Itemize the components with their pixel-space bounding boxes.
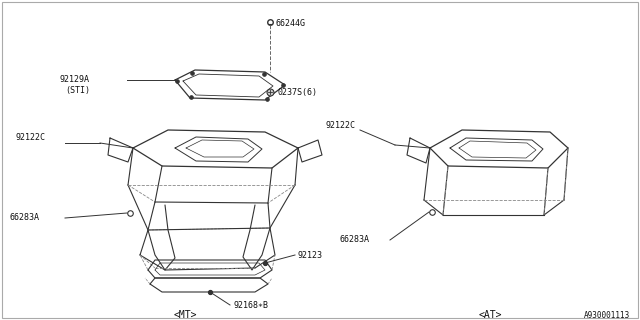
Text: 92122C: 92122C (325, 122, 355, 131)
Text: 92168∗B: 92168∗B (233, 301, 268, 310)
Text: <MT>: <MT> (173, 310, 196, 320)
Text: 66244G: 66244G (276, 20, 306, 28)
Text: 92129A: 92129A (60, 76, 90, 84)
Text: 0237S(6): 0237S(6) (278, 87, 318, 97)
Text: A930001113: A930001113 (584, 310, 630, 319)
Text: 92123: 92123 (297, 251, 322, 260)
Text: <AT>: <AT> (478, 310, 502, 320)
Text: 66283A: 66283A (10, 213, 40, 222)
Text: 66283A: 66283A (340, 236, 370, 244)
Text: (STI): (STI) (65, 85, 90, 94)
Text: 92122C: 92122C (15, 133, 45, 142)
